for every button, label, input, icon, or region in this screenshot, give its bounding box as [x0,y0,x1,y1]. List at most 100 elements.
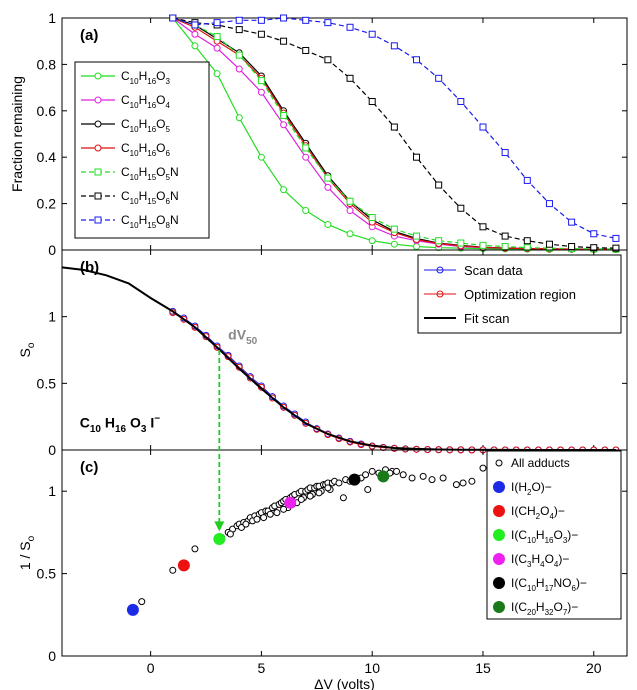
data-point [501,232,509,240]
data-point [568,243,576,251]
opt-point [224,353,232,361]
ion-label: C10 H16 O3 I− [80,414,161,436]
legend-label: I(CH2O4)− [511,504,565,521]
adduct-point [138,598,146,606]
data-point [457,98,465,106]
data-point [257,30,265,38]
y-tick-label: 0 [48,242,56,258]
data-point [479,241,487,249]
data-point [280,121,288,129]
data-point [612,244,620,252]
data-point [545,240,553,248]
dv50-arrowhead [214,521,225,532]
data-point [302,144,310,152]
y-tick-label: 0 [48,648,56,664]
data-point [523,237,531,245]
adduct-point [315,489,323,497]
y-tick-label: 1 [48,309,56,325]
data-point [257,153,265,161]
data-point [235,51,243,59]
y-axis-label: Fraction remaining [9,76,25,192]
legend-marker [94,144,102,152]
highlighted-adduct [213,532,226,545]
data-point [413,153,421,161]
opt-point [235,363,243,371]
adduct-point [439,474,447,482]
data-point [213,19,221,27]
adduct-point [479,464,487,472]
data-point [235,26,243,34]
data-point [523,176,531,184]
dv50-label: dV50 [228,326,257,347]
data-point [324,19,332,27]
data-point [257,16,265,24]
data-point [280,37,288,45]
data-point [390,123,398,131]
legend-label: C10H16O6 [121,141,171,158]
data-point [324,183,332,191]
data-point [523,244,531,252]
data-point [346,197,354,205]
data-point [213,44,221,52]
legend-marker [94,168,102,176]
highlighted-adduct [348,473,361,486]
legend-marker [94,72,102,80]
adduct-point [324,484,332,492]
data-point [479,123,487,131]
adduct-point [459,479,467,487]
data-point [368,98,376,106]
panel-a-fraction-remaining: 0 0.2 0.4 0.6 0.8 1 (a) Fraction remaining C10H1… [9,10,628,258]
opt-point [202,333,210,341]
legend-label: C10H15O5N [121,165,179,182]
legend-label: C10H16O3 [121,69,171,86]
legend-label: C10H15O8N [121,213,179,230]
y-axis-label: So [17,342,37,357]
data-point [390,42,398,50]
adduct-point [273,509,281,517]
adduct-point [226,530,234,538]
data-point [457,239,465,247]
y-tick-label: 0.8 [37,56,57,72]
opt-point [213,343,221,351]
legend-marker [493,529,505,541]
adduct-point [428,476,436,484]
opt-point [268,394,276,402]
data-point [590,230,598,238]
plot-frame [61,449,628,657]
data-point [324,56,332,64]
adduct-point [399,471,407,479]
data-point [413,232,421,240]
y-axis-label: 1 / So [17,535,37,570]
x-axis-label: ΔV (volts) [314,676,375,690]
legend-label: All adducts [511,456,570,470]
x-tick-label: 0 [147,660,155,676]
y-tick-label: 0 [48,442,56,458]
data-point [501,243,509,251]
adduct-point [362,471,370,479]
y-tick-label: 1 [48,10,56,26]
data-point [302,207,310,215]
data-point [457,204,465,212]
data-point [213,33,221,41]
data-point [280,14,288,22]
legend-label: Scan data [464,263,523,278]
data-point [324,174,332,182]
legend-label: I(C10H17NO6)− [511,576,587,593]
adduct-point [364,486,372,494]
adduct-point [419,472,427,480]
opt-point [246,374,254,382]
legend-label: C10H16O5 [121,117,171,134]
x-tick-label: 20 [586,660,602,676]
data-point [368,237,376,245]
y-tick-label: 0.5 [37,566,57,582]
legend-label: I(C3H4O4)− [511,552,569,569]
data-point [257,77,265,85]
legend-marker [493,481,505,493]
data-point [257,88,265,96]
adduct-point [191,545,199,553]
data-point [346,207,354,215]
legend-marker [493,601,505,613]
x-tick-label: 15 [475,660,491,676]
opt-point [180,315,188,323]
